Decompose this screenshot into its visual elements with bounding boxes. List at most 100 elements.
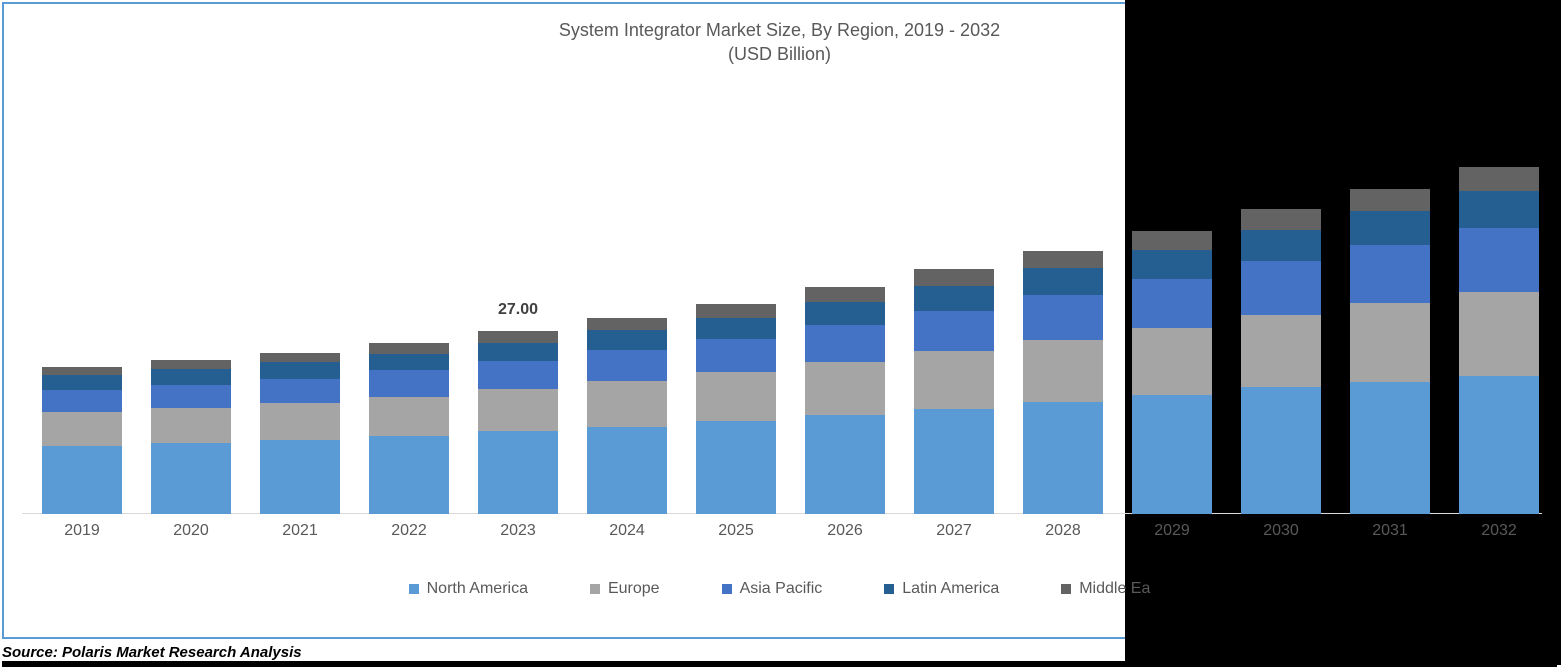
bar-segment bbox=[805, 302, 885, 325]
bar-segment bbox=[151, 408, 231, 443]
x-axis-label: 2021 bbox=[282, 522, 318, 540]
bar-segment bbox=[805, 362, 885, 415]
bar-segment bbox=[805, 325, 885, 362]
bar-segment bbox=[1459, 376, 1539, 514]
x-axis-label: 2028 bbox=[1045, 522, 1081, 540]
chart-frame: System Integrator Market Size, By Region… bbox=[2, 2, 1557, 639]
bar-segment bbox=[1132, 231, 1212, 250]
bar-segment bbox=[587, 427, 667, 514]
bar-group bbox=[1241, 209, 1321, 514]
bar-segment bbox=[151, 369, 231, 385]
bar-segment bbox=[478, 431, 558, 514]
x-axis-label: 2024 bbox=[609, 522, 645, 540]
bar-segment bbox=[1241, 230, 1321, 262]
bar-segment bbox=[1459, 228, 1539, 292]
bar-group bbox=[1350, 189, 1430, 514]
bar-segment bbox=[42, 375, 122, 390]
bar-segment bbox=[914, 269, 994, 285]
legend-label: Latin America bbox=[902, 580, 999, 598]
bar-segment bbox=[696, 339, 776, 373]
bar-segment bbox=[1350, 245, 1430, 303]
bar-segment bbox=[914, 409, 994, 514]
legend: North America Europe Asia Pacific Latin Ame… bbox=[4, 580, 1555, 598]
legend-label: Middle Ea bbox=[1079, 580, 1150, 598]
bar-segment bbox=[478, 389, 558, 431]
legend-label: Asia Pacific bbox=[740, 580, 823, 598]
x-axis-label: 2026 bbox=[827, 522, 863, 540]
bar-segment bbox=[1350, 211, 1430, 246]
x-axis-label: 2023 bbox=[500, 522, 536, 540]
bar-group bbox=[151, 360, 231, 514]
bar-segment bbox=[478, 361, 558, 389]
bar-segment bbox=[260, 362, 340, 378]
x-axis-label: 2032 bbox=[1481, 522, 1517, 540]
bar-segment bbox=[1023, 295, 1103, 340]
legend-item: Middle Ea bbox=[1061, 580, 1150, 598]
bar-segment bbox=[696, 421, 776, 514]
bar-segment bbox=[914, 311, 994, 352]
legend-label: North America bbox=[427, 580, 528, 598]
bar-segment bbox=[1350, 382, 1430, 514]
x-axis-label: 2022 bbox=[391, 522, 427, 540]
legend-swatch bbox=[1061, 584, 1071, 594]
bar-segment bbox=[1241, 387, 1321, 514]
legend-item: Latin America bbox=[884, 580, 999, 598]
x-axis-label: 2029 bbox=[1154, 522, 1190, 540]
x-axis-label: 2031 bbox=[1372, 522, 1408, 540]
x-axis-labels: 2019202020212022202320242025202620272028… bbox=[22, 522, 1542, 546]
bar-segment bbox=[587, 350, 667, 381]
legend-swatch bbox=[722, 584, 732, 594]
bar-group bbox=[42, 367, 122, 514]
bar-segment bbox=[1350, 303, 1430, 382]
bar-group bbox=[260, 353, 340, 514]
x-axis-label: 2030 bbox=[1263, 522, 1299, 540]
bar-segment bbox=[369, 354, 449, 371]
legend-swatch bbox=[884, 584, 894, 594]
bar-segment bbox=[478, 343, 558, 361]
data-label: 27.00 bbox=[498, 301, 538, 319]
bar-segment bbox=[42, 367, 122, 375]
bar-group bbox=[587, 318, 667, 514]
bar-segment bbox=[260, 403, 340, 440]
bar-segment bbox=[369, 343, 449, 353]
bar-segment bbox=[914, 286, 994, 311]
source-citation: Source: Polaris Market Research Analysis bbox=[2, 644, 302, 661]
bar-group bbox=[914, 269, 994, 514]
bar-segment bbox=[369, 370, 449, 396]
bar-group bbox=[1459, 167, 1539, 514]
bar-segment bbox=[1023, 268, 1103, 295]
bar-segment bbox=[805, 287, 885, 302]
bar-segment bbox=[1023, 340, 1103, 402]
bar-segment bbox=[1241, 209, 1321, 229]
bar-segment bbox=[587, 318, 667, 330]
bar-segment bbox=[696, 304, 776, 318]
x-axis-label: 2027 bbox=[936, 522, 972, 540]
bar-segment bbox=[151, 443, 231, 514]
bar-segment bbox=[805, 415, 885, 514]
bar-segment bbox=[42, 446, 122, 514]
bar-segment bbox=[260, 353, 340, 362]
bar-group bbox=[696, 304, 776, 514]
bar-segment bbox=[1023, 402, 1103, 514]
bars-layer bbox=[22, 94, 1542, 514]
bar-segment bbox=[696, 318, 776, 339]
x-axis-label: 2019 bbox=[64, 522, 100, 540]
bar-segment bbox=[1459, 292, 1539, 377]
bar-group bbox=[1023, 251, 1103, 514]
bar-segment bbox=[1241, 261, 1321, 315]
bar-segment bbox=[914, 351, 994, 409]
bar-segment bbox=[1350, 189, 1430, 211]
bar-segment bbox=[1132, 395, 1212, 514]
legend-label: Europe bbox=[608, 580, 660, 598]
x-axis-label: 2020 bbox=[173, 522, 209, 540]
legend-item: North America bbox=[409, 580, 528, 598]
bar-segment bbox=[1023, 251, 1103, 269]
bar-segment bbox=[1132, 328, 1212, 395]
bar-segment bbox=[260, 379, 340, 403]
bar-segment bbox=[1241, 315, 1321, 387]
legend-swatch bbox=[590, 584, 600, 594]
legend-item: Europe bbox=[590, 580, 660, 598]
plot-area: 27.00 bbox=[22, 94, 1542, 514]
bar-segment bbox=[369, 436, 449, 514]
bar-segment bbox=[42, 412, 122, 446]
